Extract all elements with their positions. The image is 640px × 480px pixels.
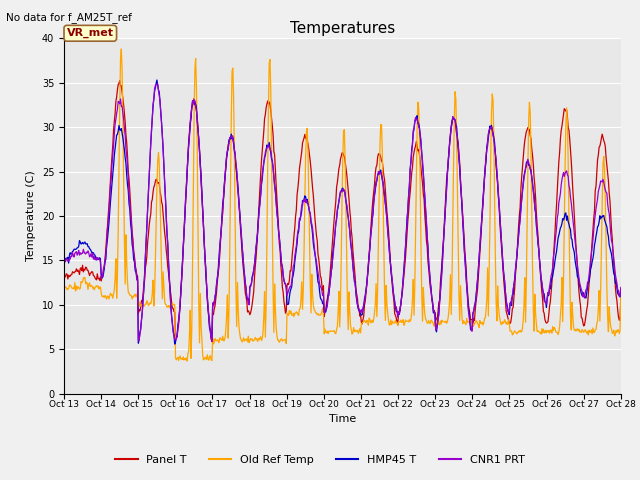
CNR1 PRT: [127, 221, 135, 227]
HMP45 T: [186, 132, 193, 138]
X-axis label: Time: Time: [329, 414, 356, 424]
Panel T: [185, 138, 193, 144]
CNR1 PRT: [215, 262, 223, 268]
CNR1 PRT: [412, 114, 419, 120]
HMP45 T: [70, 246, 78, 252]
Text: No data for f_AM25T_ref: No data for f_AM25T_ref: [6, 12, 132, 23]
Old Ref Temp: [183, 358, 191, 364]
CNR1 PRT: [60, 259, 68, 265]
Old Ref Temp: [428, 318, 436, 324]
Panel T: [617, 294, 625, 300]
Panel T: [412, 143, 419, 149]
Panel T: [60, 272, 68, 278]
Old Ref Temp: [118, 46, 125, 52]
Old Ref Temp: [186, 332, 193, 338]
HMP45 T: [412, 117, 419, 122]
Text: VR_met: VR_met: [67, 28, 114, 38]
Title: Temperatures: Temperatures: [290, 21, 395, 36]
Panel T: [128, 230, 136, 236]
Old Ref Temp: [412, 227, 419, 232]
Panel T: [428, 296, 436, 301]
Old Ref Temp: [215, 340, 223, 346]
HMP45 T: [428, 295, 436, 301]
CNR1 PRT: [70, 254, 78, 260]
HMP45 T: [617, 287, 625, 293]
CNR1 PRT: [208, 339, 216, 345]
Old Ref Temp: [70, 286, 78, 292]
Line: HMP45 T: HMP45 T: [64, 80, 621, 344]
HMP45 T: [60, 257, 68, 263]
HMP45 T: [127, 228, 135, 233]
CNR1 PRT: [428, 297, 436, 302]
Y-axis label: Temperature (C): Temperature (C): [26, 170, 36, 262]
Panel T: [116, 78, 124, 84]
CNR1 PRT: [617, 285, 625, 290]
HMP45 T: [215, 257, 223, 263]
Old Ref Temp: [60, 285, 68, 290]
HMP45 T: [153, 77, 161, 83]
Line: CNR1 PRT: CNR1 PRT: [64, 84, 621, 342]
Old Ref Temp: [617, 291, 625, 297]
Panel T: [207, 336, 215, 342]
Line: Panel T: Panel T: [64, 81, 621, 339]
Line: Old Ref Temp: Old Ref Temp: [64, 49, 621, 361]
Old Ref Temp: [128, 296, 136, 302]
CNR1 PRT: [154, 81, 161, 87]
Legend: Panel T, Old Ref Temp, HMP45 T, CNR1 PRT: Panel T, Old Ref Temp, HMP45 T, CNR1 PRT: [111, 451, 529, 469]
HMP45 T: [171, 341, 179, 347]
Panel T: [215, 264, 223, 270]
Panel T: [70, 270, 78, 276]
CNR1 PRT: [185, 142, 193, 148]
